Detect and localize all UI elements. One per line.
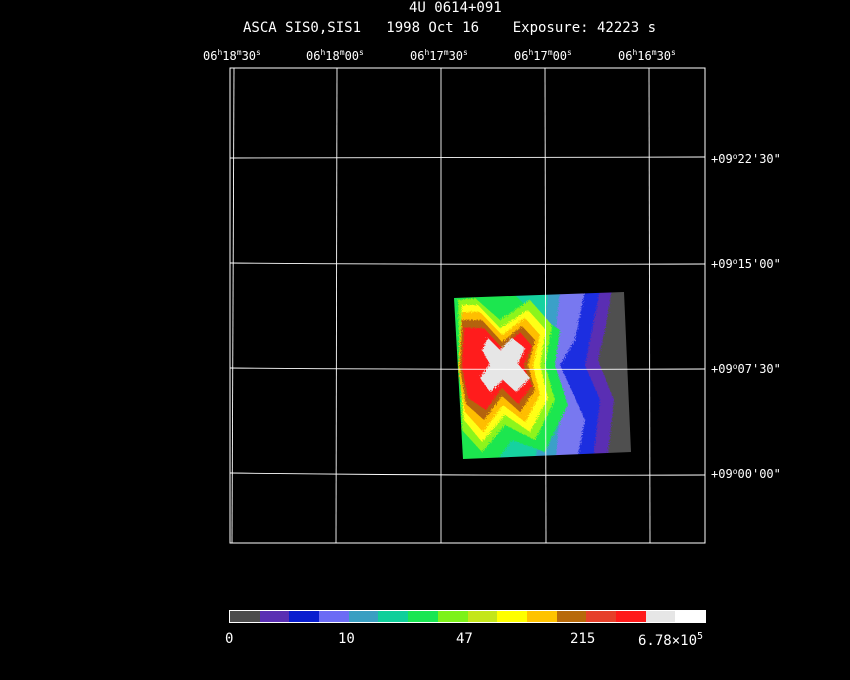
colorbar-label-max: 6.78×105 xyxy=(638,631,704,649)
colorbar-swatch-12 xyxy=(586,611,616,622)
image-core-region xyxy=(480,338,530,392)
colorbar xyxy=(229,610,706,623)
colorbar-swatch-2 xyxy=(289,611,320,622)
plot-frame xyxy=(229,67,706,544)
colorbar-swatch-14 xyxy=(645,611,676,622)
colorbar-swatch-5 xyxy=(378,611,409,622)
colorbar-swatch-15 xyxy=(675,611,705,622)
colorbar-label-2: 47 xyxy=(456,631,473,647)
ra-tick-2: 06h17m30s xyxy=(410,48,468,63)
ra-tick-0: 06h18m30s xyxy=(203,48,261,63)
colorbar-label-0: 0 xyxy=(225,631,234,647)
colorbar-swatch-7 xyxy=(437,611,468,622)
dec-tick-3: +09o00'00" xyxy=(711,467,781,481)
plot-title: 4U 0614+091 xyxy=(409,0,502,16)
colorbar-swatch-10 xyxy=(526,611,557,622)
colorbar-swatch-3 xyxy=(319,611,349,622)
colorbar-label-1: 10 xyxy=(338,631,355,647)
dec-tick-0: +09o22'30" xyxy=(711,152,781,166)
ra-tick-3: 06h17m00s xyxy=(514,48,572,63)
colorbar-swatch-6 xyxy=(408,611,438,622)
colorbar-swatch-1 xyxy=(259,611,290,622)
colorbar-swatch-13 xyxy=(615,611,646,622)
colorbar-swatch-9 xyxy=(497,611,527,622)
colorbar-swatch-11 xyxy=(556,611,587,622)
colorbar-label-3: 215 xyxy=(570,631,596,647)
colorbar-swatch-4 xyxy=(348,611,379,622)
colorbar-swatch-0 xyxy=(230,611,260,622)
dec-tick-2: +09o07'30" xyxy=(711,362,781,376)
coordinate-grid xyxy=(229,67,706,544)
plot-subtitle: ASCA SIS0,SIS1 1998 Oct 16 Exposure: 422… xyxy=(243,20,657,36)
colorbar-swatch-8 xyxy=(467,611,498,622)
ra-tick-1: 06h18m00s xyxy=(306,48,364,63)
detector-image xyxy=(454,292,631,459)
dec-tick-1: +09o15'00" xyxy=(711,257,781,271)
ra-tick-4: 06h16m30s xyxy=(618,48,676,63)
